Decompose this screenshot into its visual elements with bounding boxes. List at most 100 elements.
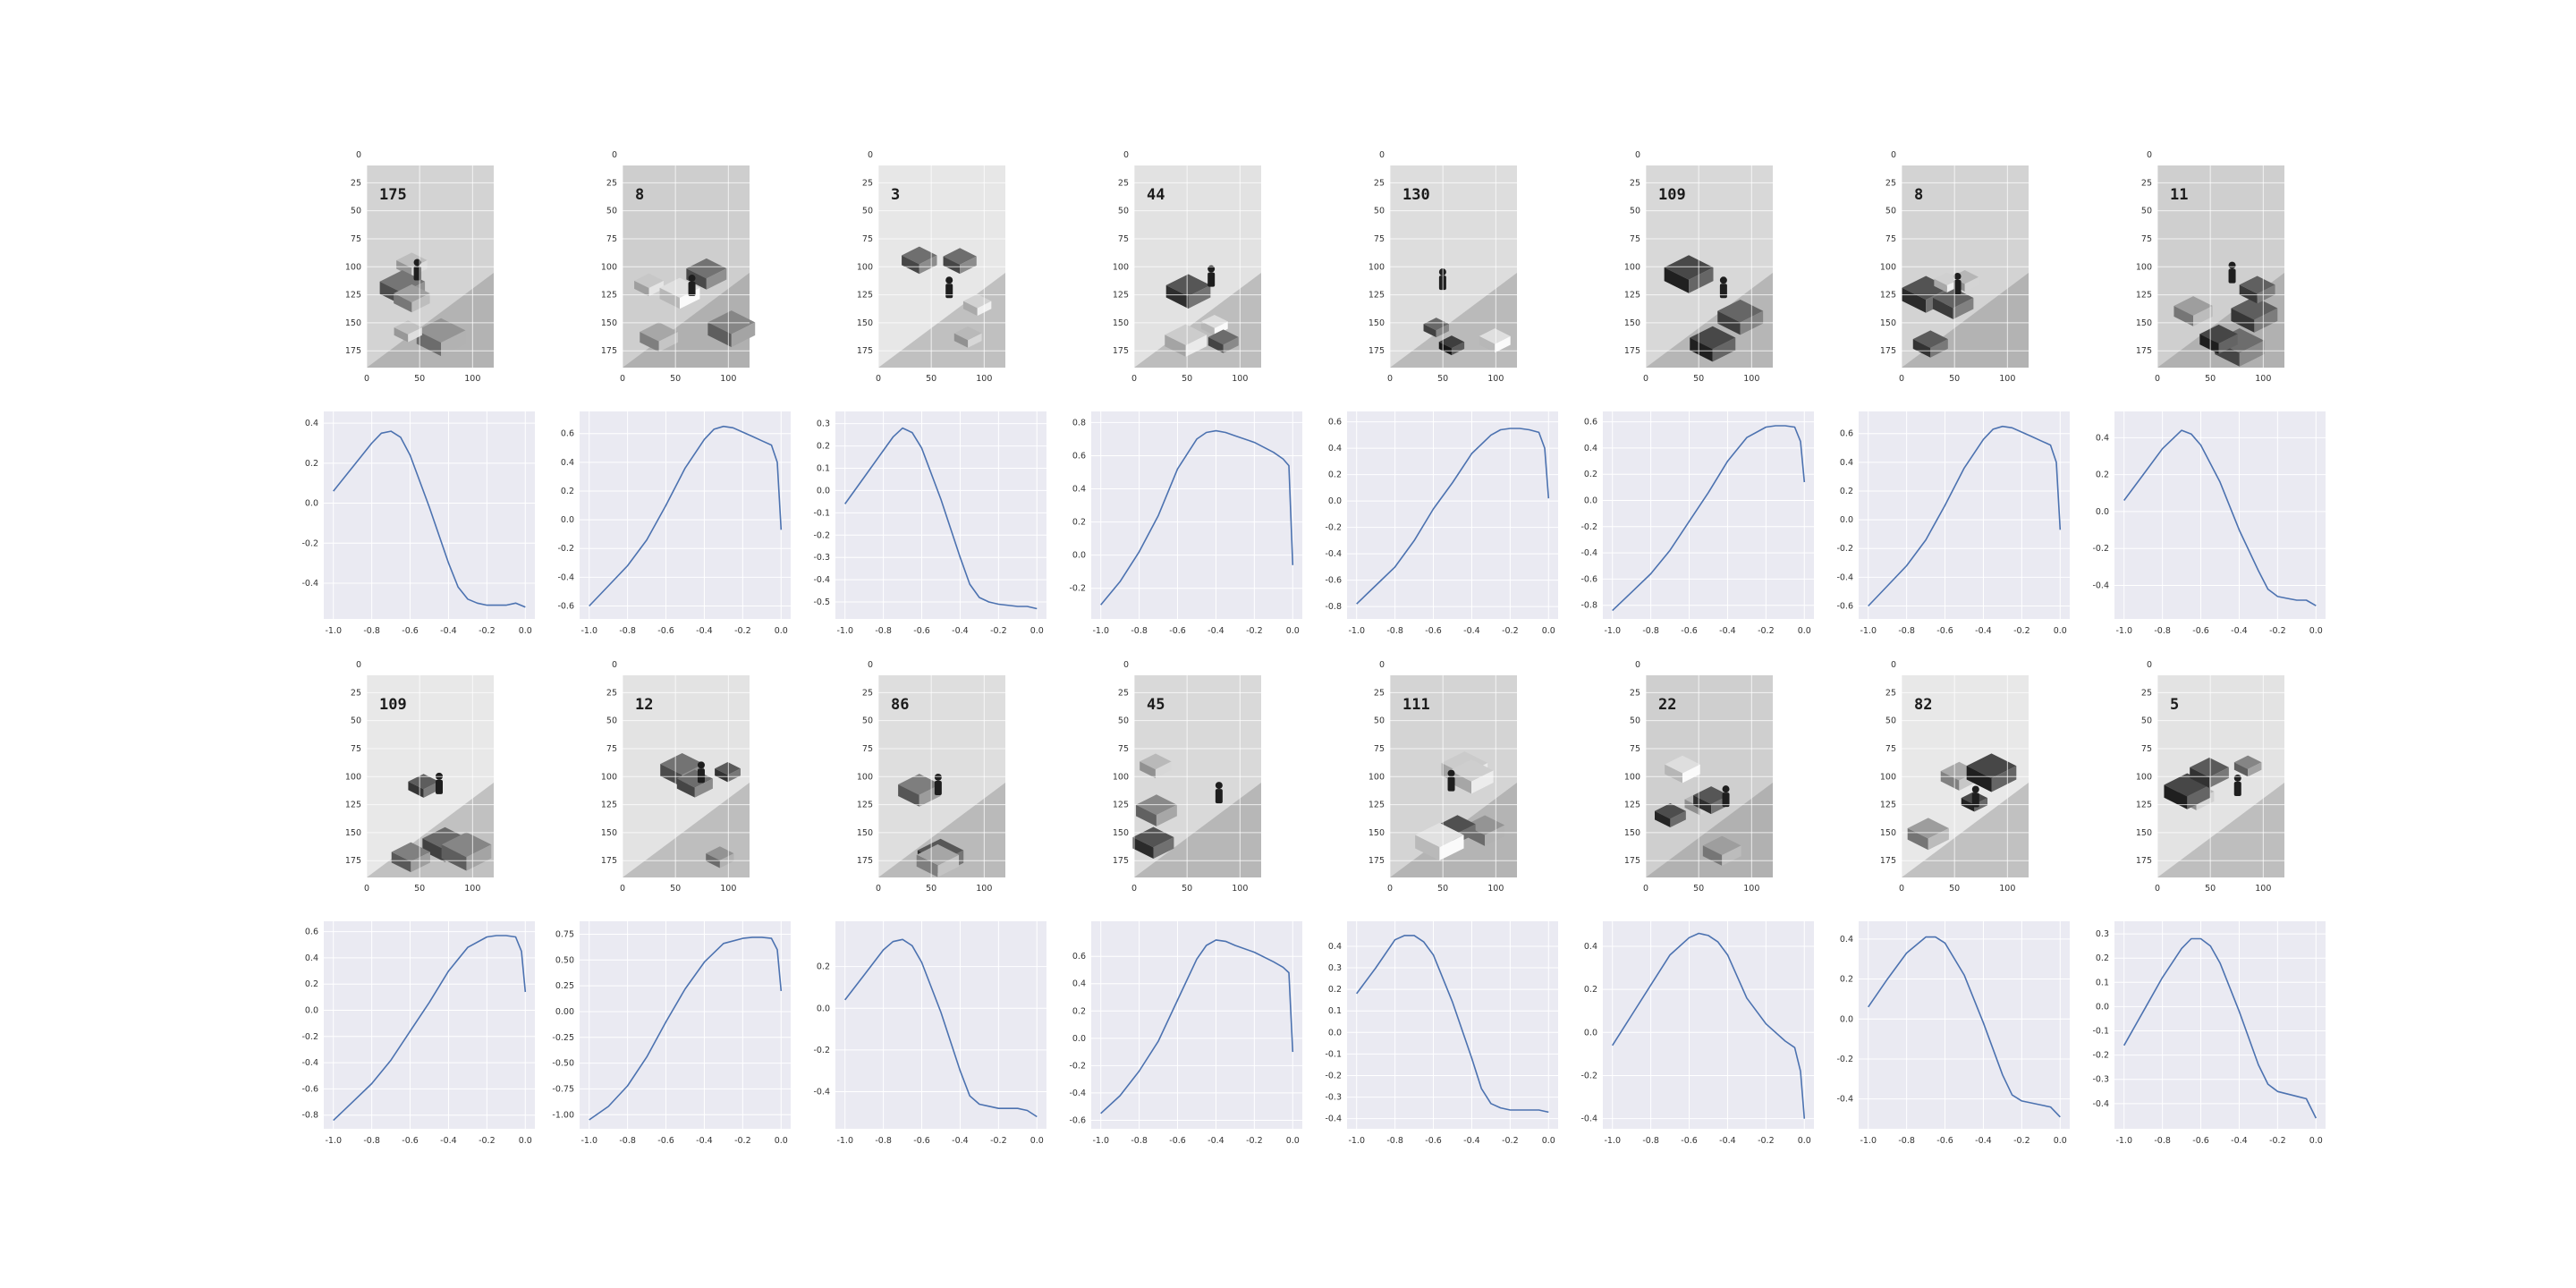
x-tick-label: -0.2: [2269, 626, 2286, 636]
value-plot-4: -1.0 -0.8 -0.6 -0.4 -0.2 0.0 -0.8 -0.6 -0.4 -0.2 0…: [1325, 411, 1558, 636]
frame-platform-left: [686, 268, 707, 290]
frame-y-tick-label: 100: [601, 772, 617, 782]
y-tick-label: 0.4: [1328, 942, 1342, 952]
player-piece-head: [1719, 276, 1727, 284]
y-tick-label: 0.1: [2096, 978, 2109, 987]
frame-y-tick-label: 25: [1118, 688, 1129, 698]
frame-platform-left: [1132, 836, 1154, 860]
value-plot-11: -1.0 -0.8 -0.6 -0.4 -0.2 0.0 -0.6 -0.4 -0.2 0.0 0.…: [1069, 921, 1302, 1146]
frame-platform-left: [902, 255, 919, 275]
frame-y-tick-label: 50: [351, 207, 361, 216]
frame-y-tick-label: 125: [1624, 291, 1640, 301]
x-tick-label: -0.8: [1386, 1136, 1403, 1146]
frame-y-tick-label: 175: [1113, 856, 1129, 866]
y-tick-label: -0.8: [301, 1111, 318, 1121]
frame-x-tick-label: 0: [1131, 374, 1137, 384]
series-line: [333, 935, 527, 1122]
frame-platform-right: [648, 280, 664, 297]
frame-score: 5: [2170, 696, 2179, 714]
x-tick-label: -0.8: [363, 1136, 380, 1146]
frame-y-tick-label: 100: [857, 772, 873, 782]
frame-y-tick-label: 25: [1374, 688, 1385, 698]
player-piece-head: [945, 276, 953, 284]
x-tick-label: -0.4: [1463, 1136, 1480, 1146]
frame-y-tick-label: 125: [1368, 801, 1385, 810]
x-tick-label: -0.6: [1936, 1136, 1953, 1146]
frame-panel-9: 0 25 50 75 100 125 150 175 0 50 100 12: [601, 660, 750, 894]
series-line: [1356, 935, 1549, 1114]
frame-platform-right: [968, 333, 982, 348]
frame-score: 11: [2170, 186, 2188, 204]
y-tick-label: 0.0: [305, 499, 318, 509]
plot-background: [2114, 411, 2326, 619]
frame-y-tick-label: 25: [351, 688, 361, 698]
x-tick-label: -1.0: [1348, 1136, 1365, 1146]
frame-y-tick-label: 100: [2136, 772, 2152, 782]
x-tick-label: -0.6: [402, 626, 419, 636]
frame-y-tick-label: 100: [1368, 262, 1385, 272]
y-tick-label: 0.6: [1072, 952, 1086, 962]
value-plot-1: -1.0 -0.8 -0.6 -0.4 -0.2 0.0 -0.6 -0.4 -0.2 0.0 0.…: [557, 411, 791, 636]
frame-y-tick-label: 0: [1891, 660, 1896, 670]
x-tick-label: -1.0: [325, 626, 342, 636]
y-tick-label: 0.2: [817, 442, 830, 452]
x-tick-label: 0.0: [519, 1136, 532, 1146]
frame-platform-left: [715, 768, 728, 783]
frame-y-tick-label: 75: [1374, 234, 1385, 244]
x-tick-label: -0.2: [734, 1136, 751, 1146]
frame-y-tick-label: 25: [1118, 178, 1129, 188]
player-piece-body: [1722, 792, 1730, 808]
x-tick-label: -1.0: [836, 626, 853, 636]
y-tick-label: -0.3: [2092, 1075, 2109, 1085]
y-tick-label: 0.0: [305, 1006, 318, 1016]
y-tick-label: -0.1: [1325, 1049, 1342, 1059]
x-tick-label: -0.2: [2013, 626, 2030, 636]
series-line: [1100, 939, 1294, 1114]
frame-platform-left: [659, 287, 680, 309]
frame-platform-left: [2174, 306, 2194, 326]
frame-y-tick-label: 150: [2136, 828, 2152, 838]
frame-y-tick-label: 50: [862, 207, 873, 216]
y-tick-label: 0.2: [1328, 985, 1342, 995]
plot-background: [1859, 411, 2070, 619]
frame-panel-2: 0 25 50 75 100 125 150 175 0 50 100 3: [857, 150, 1005, 384]
frame-ground-shadow: [1134, 783, 1261, 877]
x-tick-label: -0.4: [952, 626, 969, 636]
frame-platform-left: [2239, 284, 2258, 304]
x-tick-label: -0.4: [1975, 1136, 1992, 1146]
frame-y-tick-label: 75: [1118, 234, 1129, 244]
frame-x-tick-label: 100: [976, 374, 992, 384]
y-tick-label: -0.8: [1325, 602, 1342, 612]
plot-background: [1859, 921, 2070, 1129]
x-tick-label: -0.2: [2013, 1136, 2030, 1146]
y-tick-label: 0.3: [817, 419, 830, 429]
frame-platform-top: [1165, 274, 1211, 297]
x-tick-label: -1.0: [1604, 626, 1621, 636]
frame-x-tick-label: 50: [670, 374, 681, 384]
frame-platform-left: [1912, 339, 1931, 358]
frame-platform-left: [422, 838, 445, 862]
frame-platform-right: [411, 852, 430, 873]
player-piece-body: [697, 768, 705, 784]
frame-y-tick-label: 50: [1885, 207, 1896, 216]
y-tick-label: -0.4: [301, 1058, 318, 1068]
y-tick-label: -0.2: [1069, 584, 1086, 594]
player-piece-head: [2233, 774, 2241, 782]
frame-x-tick-label: 0: [1643, 884, 1648, 894]
frame-x-tick-label: 50: [1182, 374, 1192, 384]
x-tick-label: -0.2: [1246, 626, 1263, 636]
x-tick-label: -0.2: [1758, 1136, 1775, 1146]
x-tick-label: -0.6: [1169, 626, 1186, 636]
frame-y-tick-label: 0: [1379, 150, 1385, 160]
frame-y-tick-label: 150: [1113, 318, 1129, 328]
plot-background: [835, 411, 1046, 619]
frame-y-tick-label: 0: [612, 150, 617, 160]
player-piece-body: [2228, 268, 2236, 284]
frame-ground-shadow: [2157, 783, 2284, 877]
frame-y-tick-label: 175: [1368, 346, 1385, 356]
frame-y-tick-label: 75: [2141, 234, 2152, 244]
player-piece-head: [934, 773, 942, 781]
frame-x-tick-label: 0: [1131, 884, 1137, 894]
frame-panel-3: 0 25 50 75 100 125 150 175 0 50 100 44: [1113, 150, 1261, 384]
series-line: [2123, 937, 2318, 1119]
